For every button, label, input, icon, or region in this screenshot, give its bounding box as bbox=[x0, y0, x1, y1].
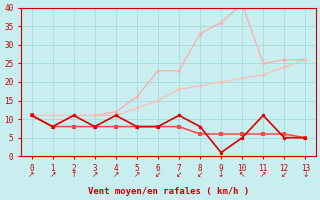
Text: ↗: ↗ bbox=[28, 170, 35, 179]
Text: ↗: ↗ bbox=[50, 170, 56, 179]
Text: ↗: ↗ bbox=[134, 170, 140, 179]
Text: ↙: ↙ bbox=[197, 170, 203, 179]
Text: ↗: ↗ bbox=[113, 170, 119, 179]
Text: ↗: ↗ bbox=[260, 170, 266, 179]
Text: ↙: ↙ bbox=[155, 170, 161, 179]
Text: ↓: ↓ bbox=[218, 170, 224, 179]
Text: ↙: ↙ bbox=[176, 170, 182, 179]
X-axis label: Vent moyen/en rafales ( km/h ): Vent moyen/en rafales ( km/h ) bbox=[88, 187, 249, 196]
Text: ↖: ↖ bbox=[239, 170, 245, 179]
Text: ↑: ↑ bbox=[70, 170, 77, 179]
Text: ↙: ↙ bbox=[281, 170, 287, 179]
Text: ↗: ↗ bbox=[92, 170, 98, 179]
Text: ↓: ↓ bbox=[302, 170, 308, 179]
